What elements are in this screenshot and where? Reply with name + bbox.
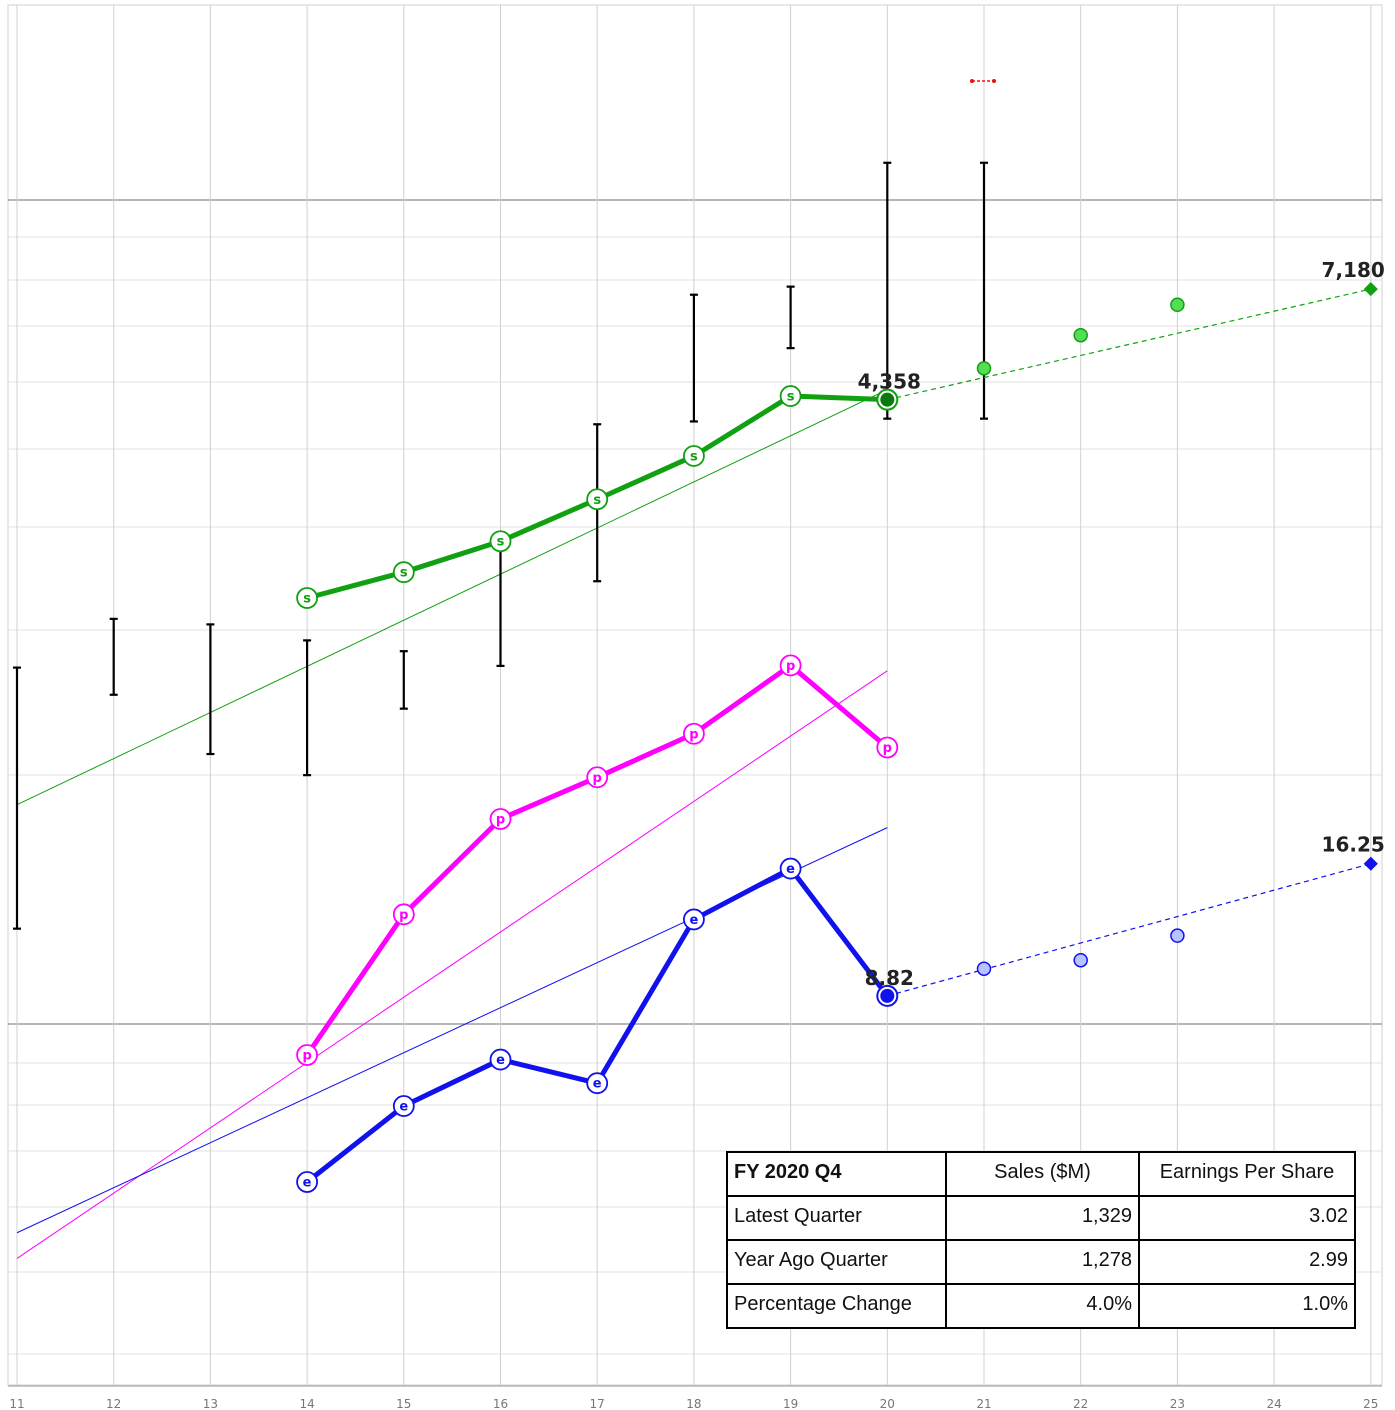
eps-point-letter: e — [399, 1100, 408, 1115]
eps-projection-line — [887, 863, 1371, 997]
table-row: Year Ago Quarter 1,278 2.99 — [726, 1239, 1356, 1285]
sales-data-point — [296, 587, 319, 609]
eps-projection-value-label: 16.25 — [1322, 833, 1385, 857]
series-lines — [305, 288, 1371, 1184]
sales-point-letter: s — [497, 535, 505, 550]
eps-point-letter: e — [496, 1053, 505, 1068]
table-header-sales: Sales ($M) — [945, 1151, 1140, 1197]
table-cell-sales: 4.0% — [945, 1283, 1140, 1329]
grid — [7, 4, 1383, 1386]
x-tick-label: 15 — [396, 1397, 411, 1410]
sales-data-point — [489, 530, 512, 553]
trend-lines — [16, 389, 888, 1259]
price-data-point — [586, 766, 609, 789]
eps-projection-point — [1073, 952, 1088, 968]
price-point-letter: p — [496, 812, 505, 827]
table-cell-sales: 1,278 — [945, 1239, 1140, 1285]
summary-table: FY 2020 Q4 Sales ($M) Earnings Per Share… — [726, 1151, 1356, 1329]
table-row: Latest Quarter 1,329 3.02 — [726, 1195, 1356, 1241]
sales-point-letter: s — [690, 449, 698, 464]
price-data-point — [683, 722, 705, 745]
eps-latest-point — [880, 988, 895, 1003]
x-tick-label: 13 — [203, 1397, 218, 1410]
eps-data-point — [586, 1072, 609, 1095]
sales-projection-end-diamond — [1363, 282, 1378, 297]
eps-projection-end-diamond — [1363, 856, 1378, 871]
value-labels: 7,180 4,358 16.25 8.82 — [858, 258, 1385, 990]
x-tick-label: 24 — [1266, 1397, 1281, 1410]
price-point-letter: p — [399, 908, 408, 923]
price-point-letter: p — [883, 741, 892, 756]
table-row-label: Latest Quarter — [726, 1195, 947, 1241]
sales-projection-line — [887, 288, 1371, 401]
plot-frame — [7, 4, 1383, 1386]
x-axis: 11 12 13 14 15 16 17 18 19 20 21 22 23 24 25 — [8, 1385, 1382, 1410]
x-tick-label: 16 — [493, 1397, 508, 1410]
sales-data-point — [779, 385, 802, 407]
x-tick-label: 23 — [1170, 1397, 1185, 1410]
sales-point-letter: s — [593, 493, 601, 508]
sales-projection-point — [1170, 297, 1185, 312]
price-point-letter: p — [593, 771, 602, 786]
price-data-point — [392, 903, 415, 926]
x-tick-label: 17 — [590, 1397, 605, 1410]
sales-data-point — [392, 561, 415, 584]
table-row-label: Percentage Change — [726, 1283, 947, 1329]
x-tick-label: 14 — [299, 1397, 314, 1410]
eps-latest-value-label: 8.82 — [865, 966, 914, 990]
eps-data-point — [296, 1171, 319, 1193]
eps-point-letter: e — [786, 862, 795, 877]
sales-latest-point — [880, 392, 895, 407]
eps-point-letter: e — [689, 913, 698, 928]
eps-projection-point — [976, 961, 992, 976]
table-cell-eps: 1.0% — [1138, 1283, 1356, 1329]
table-cell-eps: 3.02 — [1138, 1195, 1356, 1241]
x-tick-label: 18 — [686, 1397, 701, 1410]
sales-projection-point — [1073, 327, 1088, 343]
table-header-row: FY 2020 Q4 Sales ($M) Earnings Per Share — [726, 1151, 1356, 1197]
price-point-letter: p — [689, 727, 698, 742]
eps-data-point — [392, 1095, 415, 1117]
sales-point-letter: s — [303, 592, 311, 607]
table-row-label: Year Ago Quarter — [726, 1239, 947, 1285]
eps-data-point — [683, 908, 705, 931]
eps-projection-point — [1170, 928, 1185, 943]
table-cell-eps: 2.99 — [1138, 1239, 1356, 1285]
price-trend-line — [16, 670, 888, 1259]
x-tick-label: 25 — [1363, 1397, 1378, 1410]
sales-data-point — [683, 445, 705, 467]
red-flag-dot — [970, 79, 974, 83]
table-header-eps: Earnings Per Share — [1138, 1151, 1356, 1197]
price-data-point — [779, 654, 802, 677]
x-tick-label: 11 — [9, 1397, 24, 1410]
x-tick-label: 20 — [880, 1397, 895, 1410]
sales-data-point — [586, 488, 609, 511]
x-tick-label: 12 — [106, 1397, 121, 1410]
eps-data-point — [779, 857, 802, 880]
price-point-letter: p — [786, 659, 795, 674]
price-point-letter: p — [302, 1049, 311, 1064]
table-row: Percentage Change 4.0% 1.0% — [726, 1283, 1356, 1329]
sales-projection-value-label: 7,180 — [1322, 258, 1385, 282]
x-tick-label: 21 — [976, 1397, 991, 1410]
sales-point-letter: s — [787, 390, 795, 405]
eps-point-letter: e — [593, 1077, 602, 1092]
price-data-point — [876, 736, 899, 759]
sales-trend-line — [16, 389, 888, 806]
sales-point-letter: s — [400, 566, 408, 581]
sales-projection-point — [976, 361, 992, 376]
x-tick-label: 19 — [783, 1397, 798, 1410]
eps-point-letter: e — [303, 1176, 312, 1191]
table-cell-sales: 1,329 — [945, 1195, 1140, 1241]
series-markers: s s s s s s p p p p p p p e e e e e e — [296, 282, 1378, 1193]
table-header-period: FY 2020 Q4 — [726, 1151, 947, 1197]
eps-data-point — [489, 1048, 512, 1071]
sales-latest-value-label: 4,358 — [858, 370, 921, 394]
price-data-point — [489, 808, 512, 830]
red-flag-dot — [992, 79, 996, 83]
x-tick-label: 22 — [1073, 1397, 1088, 1410]
price-data-point — [296, 1044, 319, 1066]
range-bars — [13, 79, 996, 930]
